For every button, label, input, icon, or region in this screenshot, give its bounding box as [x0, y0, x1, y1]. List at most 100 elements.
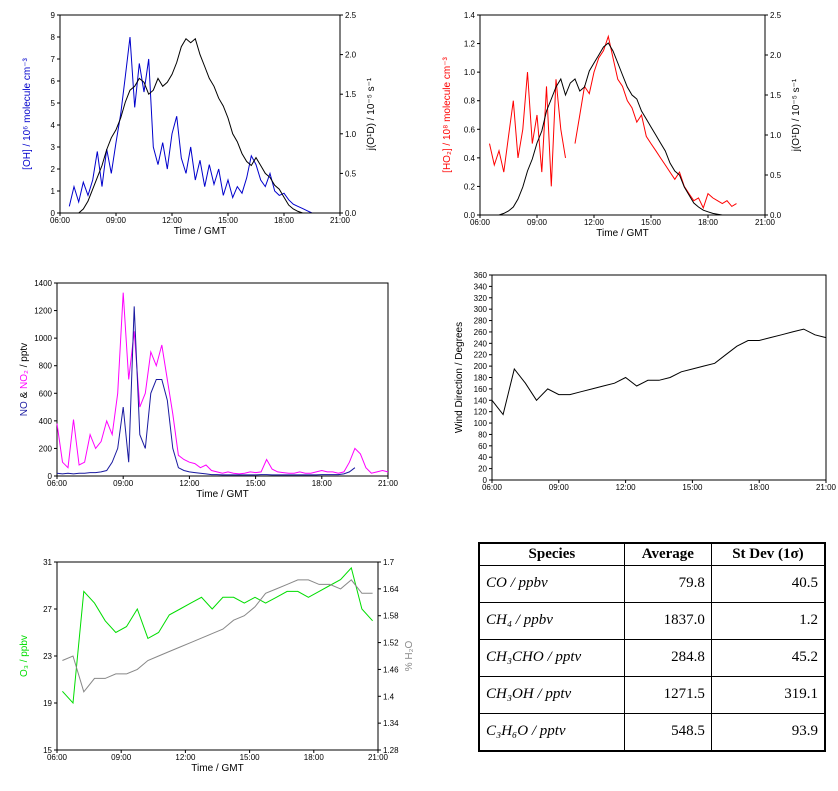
- x-axis-label: Time / GMT: [191, 763, 243, 774]
- species-cell: CH₄ / ppbv: [478, 601, 625, 640]
- y2label-label-part: j(O¹D) / 10⁻⁵ s⁻¹: [366, 77, 377, 151]
- y-tick-label: 200: [39, 444, 53, 453]
- y-tick-label: 300: [474, 305, 488, 314]
- species-table: Species Average St Dev (1σ) CO / ppbv 79.8 40…: [478, 542, 826, 752]
- y-tick-label: 260: [474, 328, 488, 337]
- ylabel-label-part: [OH] / 10⁶ molecule cm⁻³: [22, 58, 33, 170]
- y-tick-label: 140: [474, 396, 488, 405]
- x-tick-label: 06:00: [47, 479, 68, 488]
- y-tick-label: 6: [51, 77, 56, 86]
- series-line: [62, 566, 373, 705]
- x-tick-label: 21:00: [755, 218, 776, 227]
- ylabel-label-part: NO: [19, 401, 30, 416]
- value-cell: 79.8: [623, 565, 712, 603]
- y2-tick-label: 1.34: [383, 719, 399, 728]
- series-line: [489, 34, 737, 210]
- y-tick-label: 0: [48, 472, 53, 481]
- x-tick-label: 12:00: [179, 479, 200, 488]
- table-row: CH₃OH / pptv 1271.5 319.1: [478, 675, 826, 714]
- x-tick-label: 12:00: [616, 483, 637, 492]
- x-tick-label: 12:00: [584, 218, 605, 227]
- ylabel-axis-label: NO & NO₂ / pptv: [19, 343, 30, 416]
- y-tick-label: 220: [474, 351, 488, 360]
- table-row: CH₄ / ppbv 1837.0 1.2: [478, 601, 826, 640]
- x-tick-label: 18:00: [698, 218, 719, 227]
- y-tick-label: 9: [51, 11, 56, 20]
- plot-frame: [491, 274, 827, 481]
- x-tick-label: 15:00: [246, 479, 267, 488]
- y2-tick-label: 2.5: [345, 11, 357, 20]
- y-tick-label: 4: [51, 121, 56, 130]
- x-tick-label: 09:00: [113, 479, 134, 488]
- y-tick-label: 40: [478, 453, 487, 462]
- y2-tick-label: 1.52: [383, 639, 399, 648]
- y2label-axis-label: j(O¹D) / 10⁻⁵ s⁻¹: [366, 77, 377, 151]
- y-tick-label: 8: [51, 33, 56, 42]
- ylabel-axis-label: [OH] / 10⁶ molecule cm⁻³: [22, 58, 33, 170]
- value-cell: 45.2: [710, 638, 826, 677]
- y-tick-label: 0.8: [464, 97, 476, 106]
- ylabel-axis-label: Wind Direction / Degrees: [454, 322, 465, 433]
- x-tick-label: 15:00: [240, 753, 261, 762]
- y-tick-label: 0.4: [464, 154, 476, 163]
- y-tick-label: 3: [51, 143, 56, 152]
- y2label-label-part: % H₂O: [404, 641, 415, 672]
- x-tick-label: 18:00: [749, 483, 770, 492]
- series-line: [498, 42, 746, 216]
- value-cell: 284.8: [623, 638, 712, 677]
- y-tick-label: 800: [39, 362, 53, 371]
- x-tick-label: 09:00: [549, 483, 570, 492]
- y2-tick-label: 1.0: [345, 130, 357, 139]
- series-line: [62, 579, 373, 693]
- x-axis-label: Time / GMT: [174, 226, 226, 237]
- x-tick-label: 21:00: [378, 479, 399, 488]
- y-tick-label: 340: [474, 282, 488, 291]
- value-cell: 93.9: [710, 712, 826, 752]
- y-tick-label: 1000: [34, 334, 52, 343]
- y2-tick-label: 2.5: [770, 11, 782, 20]
- y2-tick-label: 1.0: [770, 131, 782, 140]
- y-tick-label: 600: [39, 389, 53, 398]
- y-tick-label: 0: [51, 209, 56, 218]
- x-axis-label: Time / GMT: [196, 489, 248, 500]
- y2-tick-label: 0.5: [345, 169, 357, 178]
- y-tick-label: 1.4: [464, 11, 476, 20]
- species-cell: CH₃CHO / pptv: [478, 638, 625, 677]
- y2-tick-label: 0.0: [770, 211, 782, 220]
- y-tick-label: 400: [39, 417, 53, 426]
- table-row: CO / ppbv 79.8 40.5: [478, 565, 826, 603]
- x-tick-label: 09:00: [111, 753, 132, 762]
- y-tick-label: 23: [43, 652, 52, 661]
- y-tick-label: 100: [474, 419, 488, 428]
- value-cell: 1271.5: [623, 675, 712, 714]
- x-tick-label: 18:00: [274, 216, 295, 225]
- y-tick-label: 200: [474, 362, 488, 371]
- y2-tick-label: 0.0: [345, 209, 357, 218]
- x-tick-label: 18:00: [312, 479, 333, 488]
- series-line: [491, 328, 827, 416]
- y2-tick-label: 1.64: [383, 585, 399, 594]
- y-tick-label: 80: [478, 430, 487, 439]
- y-tick-label: 15: [43, 746, 52, 755]
- x-tick-label: 06:00: [47, 753, 68, 762]
- y-tick-label: 60: [478, 442, 487, 451]
- ylabel-label-part: [HO₂] / 10⁸ molecule cm⁻³: [442, 57, 453, 173]
- x-tick-label: 21:00: [368, 753, 389, 762]
- x-tick-label: 06:00: [482, 483, 503, 492]
- y2-tick-label: 1.58: [383, 612, 399, 621]
- y-tick-label: 180: [474, 374, 488, 383]
- value-cell: 1837.0: [623, 601, 712, 640]
- y2label-axis-label: % H₂O: [404, 641, 415, 672]
- header-cell: Average: [623, 542, 712, 566]
- y-tick-label: 0: [483, 476, 488, 485]
- y-tick-label: 160: [474, 385, 488, 394]
- x-tick-label: 15:00: [218, 216, 239, 225]
- plot-frame: [56, 282, 389, 477]
- ylabel-label-part: &: [19, 391, 30, 398]
- y2-tick-label: 1.28: [383, 746, 399, 755]
- value-cell: 548.5: [623, 712, 712, 752]
- y2-tick-label: 1.5: [770, 91, 782, 100]
- y-tick-label: 1: [51, 187, 56, 196]
- species-cell: CH₃OH / pptv: [478, 675, 625, 714]
